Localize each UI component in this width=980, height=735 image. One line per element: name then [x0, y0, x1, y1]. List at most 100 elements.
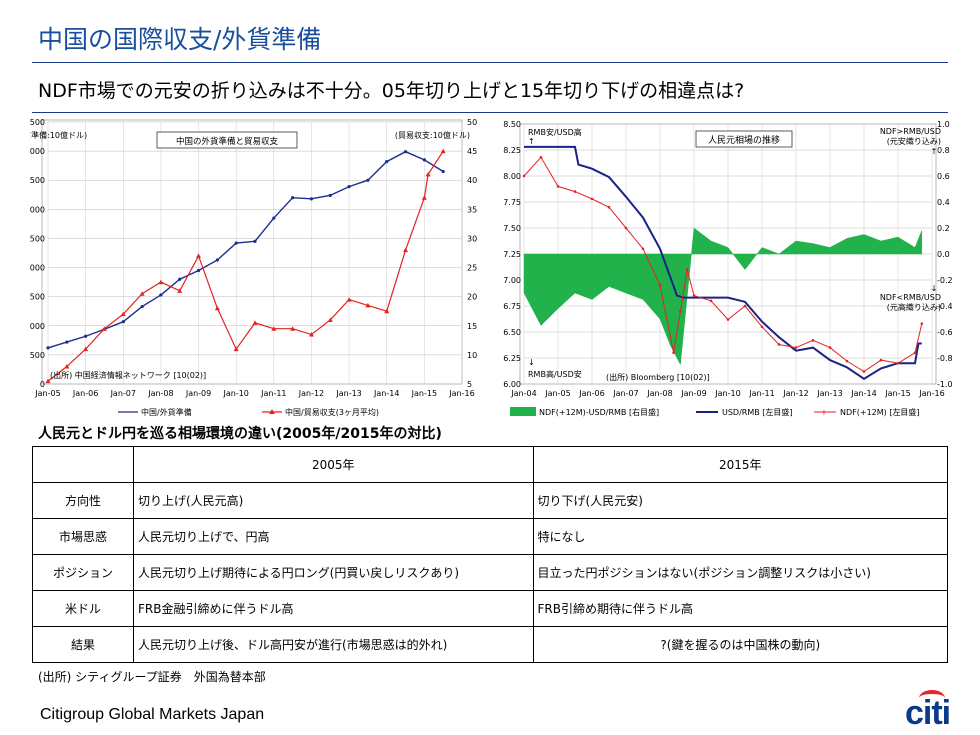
- cell-2015: 切り下げ(人民元安): [532, 482, 949, 519]
- y-tick-right: 50: [467, 118, 477, 127]
- data-point-trade: [365, 302, 371, 308]
- y-tick-right: -1.0: [937, 380, 953, 389]
- cell-2005: 切り上げ(人民元高): [133, 482, 534, 519]
- data-point-ndf: [607, 205, 611, 209]
- subtitle-divider: [32, 112, 948, 113]
- data-point-reserves: [422, 158, 426, 162]
- chart-source: (出所) 中国経済情報ネットワーク [10(02)]: [50, 370, 206, 380]
- y-tick-left: 7.50: [503, 224, 521, 233]
- x-tick: Jan-07: [612, 389, 638, 398]
- data-point-ndf: [879, 358, 883, 362]
- x-tick: Jan-16: [448, 389, 474, 398]
- logo-arc-icon: [919, 690, 945, 706]
- comparison-heading: 人民元とドル円を巡る相場環境の違い(2005年/2015年の対比): [38, 426, 442, 442]
- data-point-ndf: [685, 268, 689, 271]
- x-tick: Jan-09: [680, 389, 706, 398]
- data-point-reserves: [347, 185, 351, 189]
- plot-frame: [41, 119, 463, 385]
- annotation-ndf-above: NDF>RMB/USD: [880, 127, 941, 136]
- legend-label-spot: USD/RMB [左目盛]: [722, 407, 793, 417]
- series-line-spot: [524, 145, 922, 380]
- y-tick-right: 25: [467, 264, 477, 273]
- data-point-reserves: [196, 268, 201, 273]
- x-tick: Jan-12: [782, 389, 808, 398]
- y-tick-left: 3,500: [30, 176, 45, 185]
- header-2005: 2005年: [133, 446, 534, 483]
- data-point-ndf: [590, 197, 594, 201]
- data-point-ndf: [692, 294, 696, 297]
- data-point-reserves: [159, 293, 163, 297]
- data-point-trade: [196, 253, 202, 258]
- y-tick-left: 4,000: [30, 147, 45, 156]
- series-lines: [45, 148, 446, 384]
- data-point-reserves: [65, 340, 69, 344]
- legend-label-reserves: 中国/外貨準備: [141, 407, 192, 417]
- row-label: 方向性: [32, 482, 134, 519]
- y-tick-right: 0.0: [937, 250, 950, 259]
- y-tick-right: 0.6: [937, 172, 950, 181]
- x-tick: Jan-14: [373, 389, 399, 398]
- data-point-ndf: [828, 346, 832, 349]
- data-point-ndf: [862, 370, 866, 373]
- data-point-trade: [120, 311, 126, 317]
- left-axis-label: (外貨準備:10億ドル): [30, 130, 87, 140]
- x-tick: Jan-13: [816, 389, 842, 398]
- data-point-reserves: [234, 241, 238, 245]
- data-point-ndf: [539, 155, 543, 159]
- y-tick-left: 8.00: [503, 172, 521, 181]
- data-point-reserves: [309, 197, 314, 201]
- data-point-trade: [384, 308, 390, 314]
- x-tick: Jan-06: [72, 389, 98, 398]
- y-tick-left: 6.00: [503, 380, 521, 389]
- y-tick-left: 8.50: [503, 120, 521, 129]
- table-row: 結果 人民元切り上げ後、ドル高円安が進行(市場思惑は的外れ) ?(鍵を握るのは中…: [32, 626, 949, 663]
- x-tick: Jan-15: [884, 389, 910, 398]
- page-subtitle: NDF市場での元安の折り込みは不十分。05年切り上げと15年切り下げの相違点は?: [38, 80, 745, 102]
- data-point-ndf: [811, 339, 815, 342]
- y-tick-right: 20: [467, 293, 477, 302]
- data-point-trade: [64, 364, 70, 369]
- x-tick: Jan-08: [147, 389, 173, 398]
- cell-2015: FRB引締め期待に伴うドル高: [532, 590, 949, 627]
- x-tick: Jan-14: [850, 389, 876, 398]
- data-point-trade: [101, 326, 107, 331]
- chart-title: 人民元相場の推移: [708, 134, 780, 146]
- table-row: 米ドル FRB金融引締めに伴うドル高 FRB引締め期待に伴うドル高: [32, 590, 949, 627]
- data-point-ndf: [743, 304, 747, 308]
- header-2015: 2015年: [532, 446, 949, 483]
- data-point-trade: [290, 326, 296, 331]
- row-label: 結果: [32, 626, 134, 663]
- data-point-trade: [45, 378, 51, 384]
- cell-2015: 特になし: [532, 518, 949, 555]
- x-tick: Jan-05: [34, 389, 60, 398]
- data-point-ndf: [913, 351, 917, 355]
- annotation-arrow-down-right: ↓: [931, 284, 938, 293]
- chart-title: 中国の外貨準備と貿易収支: [176, 136, 279, 147]
- x-tick: Jan-08: [646, 389, 672, 398]
- y-tick-right: 1.0: [937, 120, 950, 129]
- annotation-arrow-up: ↑: [528, 137, 535, 146]
- data-point-ndf: [920, 322, 924, 325]
- data-point-trade: [139, 291, 145, 296]
- y-tick-left: 7.75: [503, 198, 521, 207]
- x-tick: Jan-07: [110, 389, 136, 398]
- data-point-reserves: [140, 304, 144, 309]
- citi-logo: citi: [905, 690, 951, 733]
- data-point-trade: [403, 247, 409, 253]
- y-tick-right: 30: [467, 234, 477, 243]
- y-tick-left: 8.25: [503, 146, 521, 155]
- data-point-trade: [440, 148, 446, 154]
- data-point-trade: [83, 346, 89, 352]
- data-point-ndf: [522, 174, 526, 178]
- y-tick-left: 1,500: [30, 293, 45, 302]
- data-point-trade: [158, 279, 164, 285]
- y-tick-right: 35: [467, 205, 477, 214]
- data-point-ndf: [777, 343, 781, 346]
- data-point-ndf: [760, 325, 764, 329]
- grid: [47, 121, 463, 385]
- data-point-trade: [425, 171, 431, 177]
- right-axis-label: (貿易収支:10億ドル): [395, 130, 470, 140]
- data-point-reserves: [385, 159, 389, 164]
- data-point-reserves: [178, 277, 182, 281]
- x-tick: Jan-11: [748, 389, 774, 398]
